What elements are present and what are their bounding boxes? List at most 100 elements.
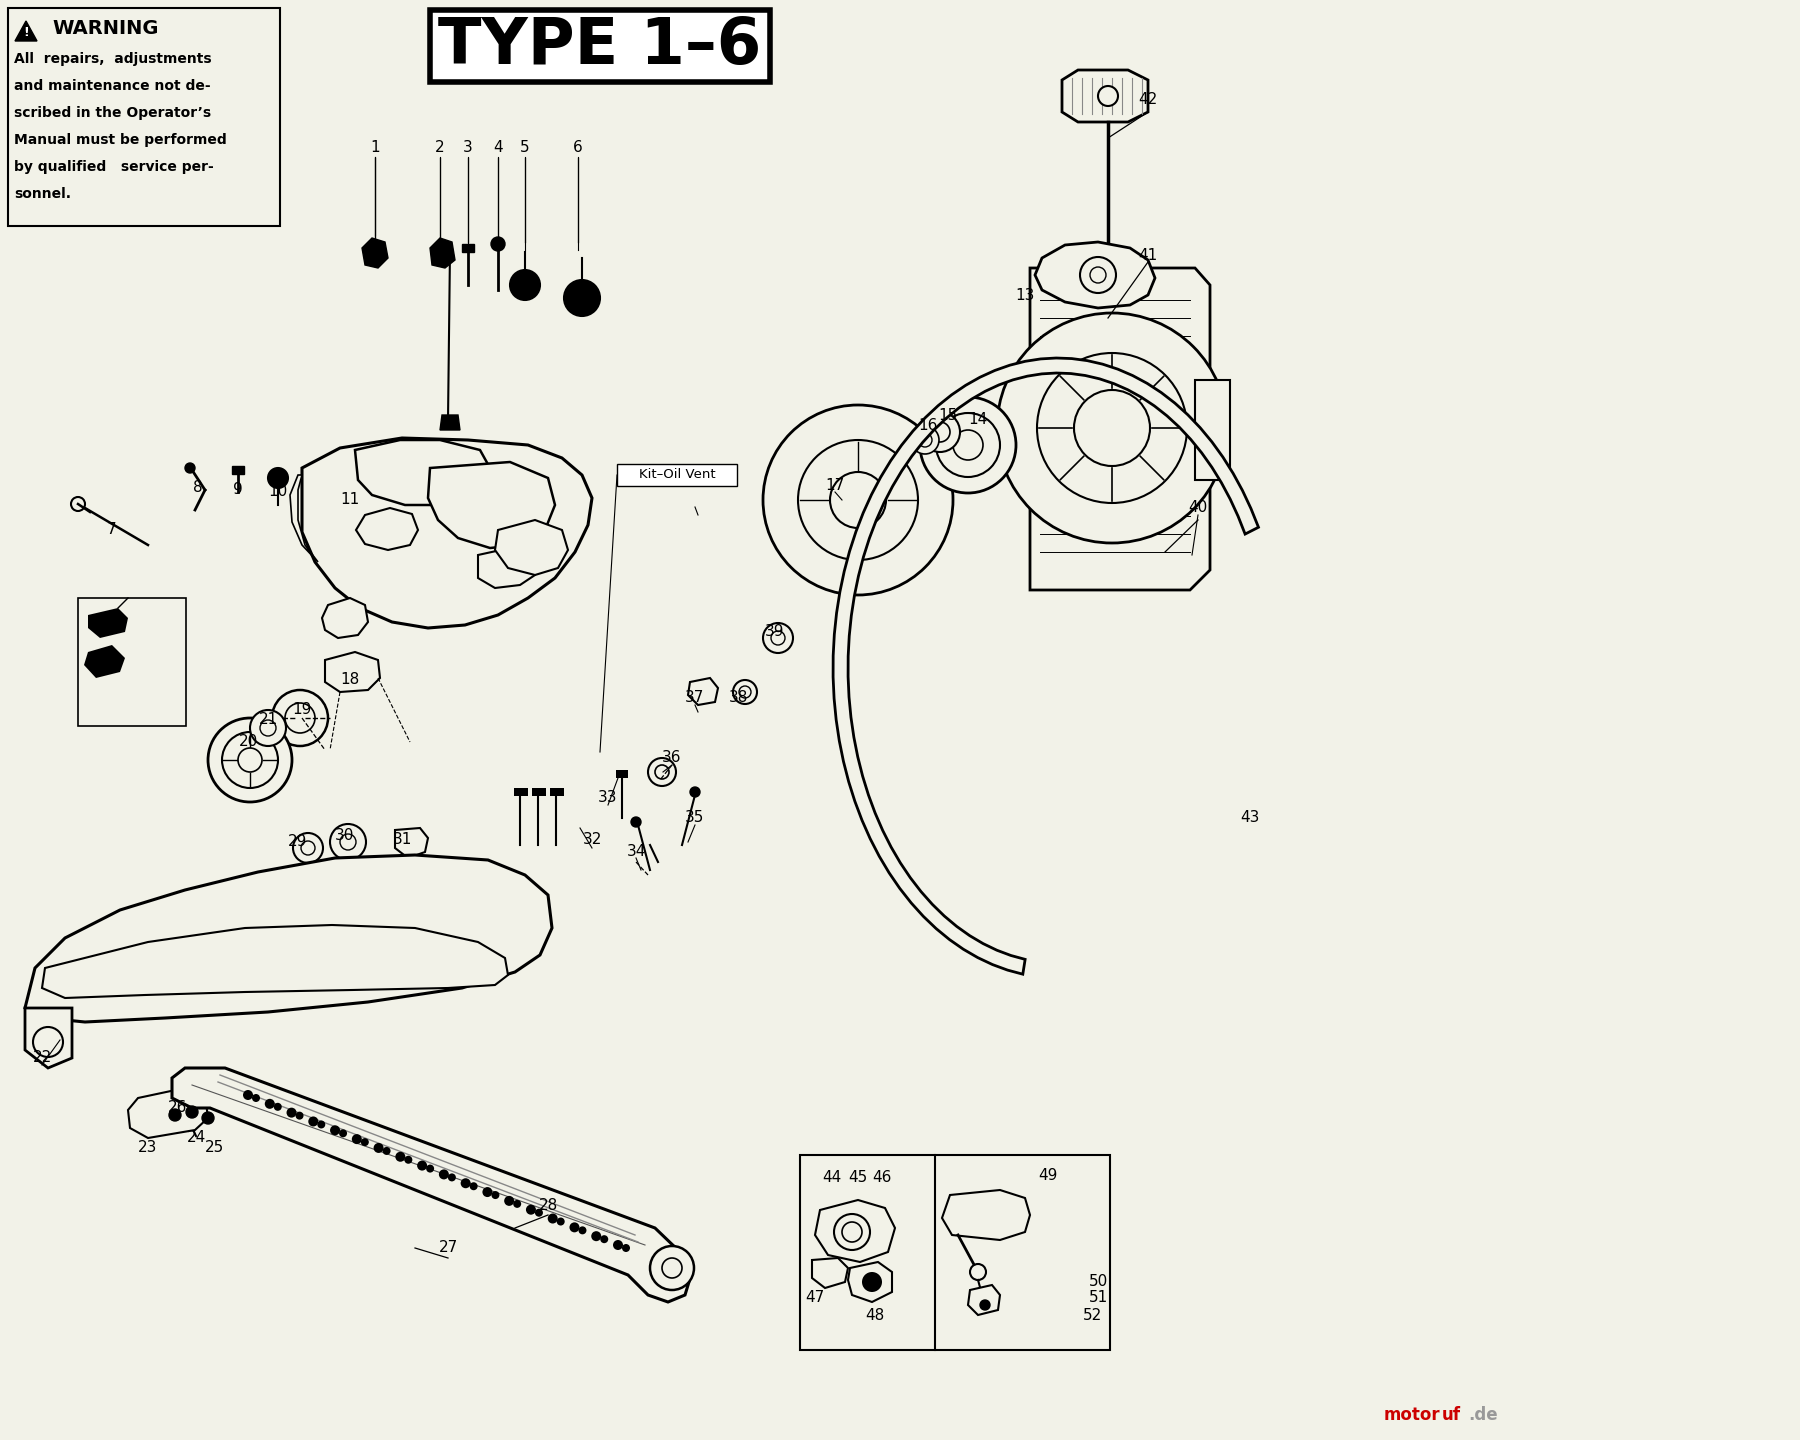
Circle shape: [911, 426, 940, 454]
Text: 25: 25: [205, 1140, 223, 1155]
Text: 14: 14: [968, 412, 988, 428]
Text: 8: 8: [193, 481, 203, 495]
Circle shape: [221, 732, 277, 788]
Text: 48: 48: [866, 1308, 884, 1322]
Polygon shape: [428, 462, 554, 549]
Circle shape: [405, 1156, 412, 1164]
Bar: [77, 598, 185, 726]
Polygon shape: [439, 415, 461, 431]
Text: 23: 23: [139, 1140, 158, 1155]
Text: by qualified   service per-: by qualified service per-: [14, 160, 214, 174]
Polygon shape: [616, 770, 628, 778]
Circle shape: [418, 1161, 427, 1171]
Circle shape: [70, 497, 85, 511]
Text: 41: 41: [1138, 248, 1157, 262]
Text: 36: 36: [662, 750, 682, 766]
Polygon shape: [322, 598, 367, 638]
Bar: [617, 464, 736, 487]
Circle shape: [272, 690, 328, 746]
Circle shape: [513, 1200, 522, 1208]
Text: 6: 6: [572, 141, 583, 156]
Text: 15: 15: [938, 408, 958, 422]
Circle shape: [184, 1113, 193, 1123]
Text: 52: 52: [1082, 1308, 1102, 1322]
Text: 28: 28: [538, 1198, 558, 1212]
Circle shape: [243, 1090, 254, 1100]
Text: 11: 11: [340, 492, 360, 507]
Circle shape: [274, 1103, 283, 1110]
Polygon shape: [515, 788, 527, 796]
Circle shape: [997, 312, 1228, 543]
Text: 3: 3: [463, 141, 473, 156]
Text: 20: 20: [238, 734, 257, 749]
Polygon shape: [362, 238, 389, 268]
Text: 21: 21: [259, 713, 277, 727]
Circle shape: [259, 720, 275, 736]
Polygon shape: [25, 1008, 72, 1068]
Circle shape: [733, 680, 758, 704]
Circle shape: [286, 1107, 297, 1117]
Circle shape: [650, 1246, 695, 1290]
Circle shape: [252, 1094, 259, 1102]
Circle shape: [797, 441, 918, 560]
Circle shape: [763, 405, 952, 595]
Text: 30: 30: [335, 828, 355, 842]
Text: 45: 45: [848, 1171, 868, 1185]
Circle shape: [862, 1272, 882, 1292]
Circle shape: [655, 765, 670, 779]
Circle shape: [329, 1125, 340, 1135]
Text: 37: 37: [686, 691, 704, 706]
Circle shape: [1080, 256, 1116, 292]
Polygon shape: [688, 678, 718, 706]
Polygon shape: [173, 1068, 691, 1302]
Text: 31: 31: [392, 832, 412, 848]
Circle shape: [979, 1300, 990, 1310]
Text: 35: 35: [686, 811, 704, 825]
Circle shape: [396, 1152, 405, 1162]
Circle shape: [185, 1106, 198, 1117]
Text: !: !: [23, 26, 29, 39]
Text: 38: 38: [729, 691, 747, 706]
Circle shape: [920, 397, 1015, 492]
Polygon shape: [1030, 268, 1210, 590]
Circle shape: [317, 1120, 326, 1129]
Text: 7: 7: [108, 523, 117, 537]
Circle shape: [295, 1112, 304, 1120]
Circle shape: [526, 1205, 536, 1215]
Text: 4: 4: [493, 141, 502, 156]
Circle shape: [360, 1138, 369, 1146]
Text: 46: 46: [873, 1171, 891, 1185]
Circle shape: [308, 1116, 319, 1126]
Text: 47: 47: [805, 1290, 824, 1306]
Text: 18: 18: [340, 672, 360, 687]
Text: 9: 9: [234, 482, 243, 497]
Text: Kit–Oil Vent: Kit–Oil Vent: [639, 468, 715, 481]
Circle shape: [590, 1231, 601, 1241]
Circle shape: [569, 1223, 580, 1233]
Circle shape: [1098, 86, 1118, 107]
Text: 26: 26: [169, 1100, 187, 1116]
Circle shape: [614, 1240, 623, 1250]
Polygon shape: [356, 508, 418, 550]
Circle shape: [547, 1214, 558, 1224]
Circle shape: [470, 1182, 477, 1191]
Circle shape: [329, 824, 365, 860]
Circle shape: [563, 279, 599, 315]
Circle shape: [374, 1143, 383, 1153]
Polygon shape: [833, 359, 1258, 975]
Circle shape: [185, 464, 194, 472]
Text: Manual must be performed: Manual must be performed: [14, 132, 227, 147]
Circle shape: [383, 1146, 391, 1155]
Text: 17: 17: [826, 478, 844, 492]
Circle shape: [265, 1099, 275, 1109]
Polygon shape: [479, 549, 535, 588]
Polygon shape: [232, 467, 245, 474]
Text: .de: .de: [1469, 1405, 1498, 1424]
Text: 5: 5: [520, 141, 529, 156]
Circle shape: [491, 1191, 499, 1200]
Text: 19: 19: [292, 703, 311, 717]
Circle shape: [461, 1178, 470, 1188]
Circle shape: [599, 1236, 608, 1243]
Circle shape: [970, 1264, 986, 1280]
Polygon shape: [463, 243, 473, 252]
